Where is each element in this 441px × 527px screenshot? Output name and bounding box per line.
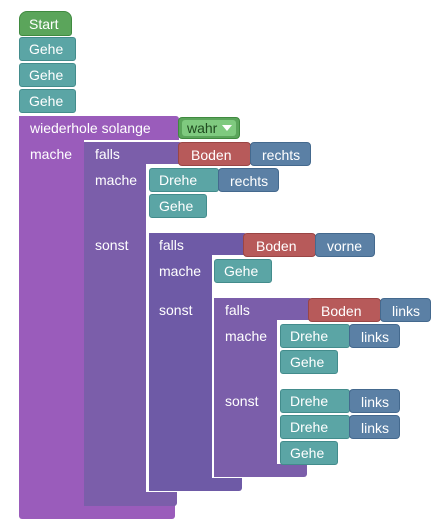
gehe-block-if3-sonst[interactable]: Gehe: [280, 441, 338, 465]
direction-links-block-2[interactable]: links: [349, 324, 400, 348]
if-block-1-arm: [84, 142, 146, 506]
direction-links-label: links: [361, 329, 390, 345]
gehe-block-2[interactable]: Gehe: [19, 63, 76, 87]
drehe-block-4[interactable]: Drehe: [280, 415, 350, 439]
condition-true-label: wahr: [187, 120, 218, 136]
drehe-label: Drehe: [159, 172, 198, 188]
direction-vorne-block[interactable]: vorne: [315, 233, 375, 257]
gehe-label: Gehe: [290, 445, 325, 461]
direction-links-label: links: [361, 420, 390, 436]
direction-links-label: links: [392, 303, 421, 319]
drehe-block-2[interactable]: Drehe: [280, 324, 350, 348]
chevron-down-icon: [222, 125, 232, 131]
condition-true-dropdown[interactable]: wahr: [182, 120, 236, 136]
if-1-sonst-label: sonst: [95, 237, 129, 253]
gehe-block-if3-mache[interactable]: Gehe: [280, 350, 338, 374]
drehe-block-1[interactable]: Drehe: [149, 168, 219, 192]
loop-do-label: mache: [30, 146, 73, 162]
drehe-label: Drehe: [290, 328, 329, 344]
gehe-label: Gehe: [29, 67, 64, 83]
if-3-mache-label: mache: [225, 328, 268, 344]
if-block-3-bottom: [214, 464, 307, 477]
sensor-boden-block-1[interactable]: Boden: [178, 142, 251, 166]
sensor-boden-block-3[interactable]: Boden: [308, 298, 381, 322]
direction-rechts-label: rechts: [230, 173, 269, 189]
gehe-label: Gehe: [29, 93, 64, 109]
if-block-1-bottom: [84, 492, 177, 506]
if-2-falls-label: falls: [159, 237, 184, 253]
direction-vorne-label: vorne: [327, 238, 363, 254]
if-3-sonst-label: sonst: [225, 393, 259, 409]
sensor-boden-label: Boden: [321, 303, 362, 319]
gehe-label: Gehe: [224, 263, 259, 279]
if-2-sonst-label: sonst: [159, 302, 193, 318]
direction-rechts-block-2[interactable]: rechts: [218, 168, 279, 192]
gehe-block-if2[interactable]: Gehe: [214, 259, 272, 283]
if-2-mache-label: mache: [159, 263, 202, 279]
loop-label: wiederhole solange: [30, 120, 151, 136]
drehe-label: Drehe: [290, 393, 329, 409]
if-block-3-arm: [214, 298, 277, 477]
if-block-2-bottom: [149, 478, 242, 491]
sensor-boden-block-2[interactable]: Boden: [243, 233, 316, 257]
drehe-block-3[interactable]: Drehe: [280, 389, 350, 413]
gehe-label: Gehe: [29, 41, 64, 57]
drehe-label: Drehe: [290, 419, 329, 435]
loop-block-left-arm: [19, 116, 84, 512]
gehe-block-1[interactable]: Gehe: [19, 37, 76, 61]
direction-links-label: links: [361, 394, 390, 410]
direction-links-block-1[interactable]: links: [380, 298, 431, 322]
start-block[interactable]: Start: [19, 11, 72, 36]
direction-rechts-block-1[interactable]: rechts: [250, 142, 311, 166]
direction-rechts-label: rechts: [262, 147, 301, 163]
sensor-boden-label: Boden: [191, 147, 232, 163]
if-1-mache-label: mache: [95, 172, 138, 188]
gehe-label: Gehe: [159, 198, 194, 214]
sensor-boden-label: Boden: [256, 238, 297, 254]
direction-links-block-4[interactable]: links: [349, 415, 400, 439]
direction-links-block-3[interactable]: links: [349, 389, 400, 413]
gehe-block-if1[interactable]: Gehe: [149, 194, 207, 218]
if-3-falls-label: falls: [225, 302, 250, 318]
gehe-block-3[interactable]: Gehe: [19, 89, 76, 113]
gehe-label: Gehe: [290, 354, 325, 370]
if-1-falls-label: falls: [95, 146, 120, 162]
start-label: Start: [29, 15, 59, 32]
loop-block-bottom-arm: [19, 505, 175, 519]
if-block-2-arm: [149, 233, 212, 491]
